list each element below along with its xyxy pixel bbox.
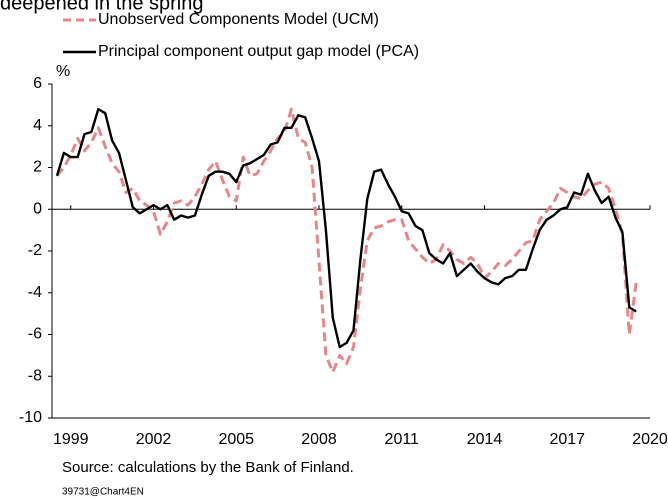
legend-label: Unobserved Components Model (UCM)	[98, 11, 379, 28]
x-tick-label: 2020	[632, 431, 668, 448]
x-tick-label: 1999	[53, 431, 89, 448]
x-tick-label: 2008	[301, 431, 337, 448]
y-tick-label: 6	[33, 75, 42, 92]
source-note: Source: calculations by the Bank of Finl…	[62, 459, 354, 476]
chart-title: deepened in the spring	[0, 0, 204, 14]
x-tick-label: 2014	[467, 431, 503, 448]
series-line	[55, 107, 638, 374]
legend-label: Principal component output gap model (PC…	[98, 43, 419, 60]
x-tick-label: 2002	[136, 431, 172, 448]
y-tick-label: -4	[28, 284, 42, 301]
y-tick-label: -6	[28, 326, 42, 343]
y-tick-label: -8	[28, 367, 42, 384]
y-tick-label: -2	[28, 242, 42, 259]
y-tick-label: 0	[33, 200, 42, 217]
y-tick-label: 2	[33, 159, 42, 176]
y-tick-label: 4	[33, 117, 42, 134]
x-tick-label: 2005	[218, 431, 254, 448]
chart-id: 39731@Chart4EN	[62, 487, 144, 498]
series-line	[55, 107, 637, 349]
y-tick-label: -10	[19, 409, 42, 426]
x-tick-label: 2017	[549, 431, 585, 448]
y-axis-label: %	[56, 63, 70, 80]
x-tick-label: 2011	[385, 431, 420, 448]
